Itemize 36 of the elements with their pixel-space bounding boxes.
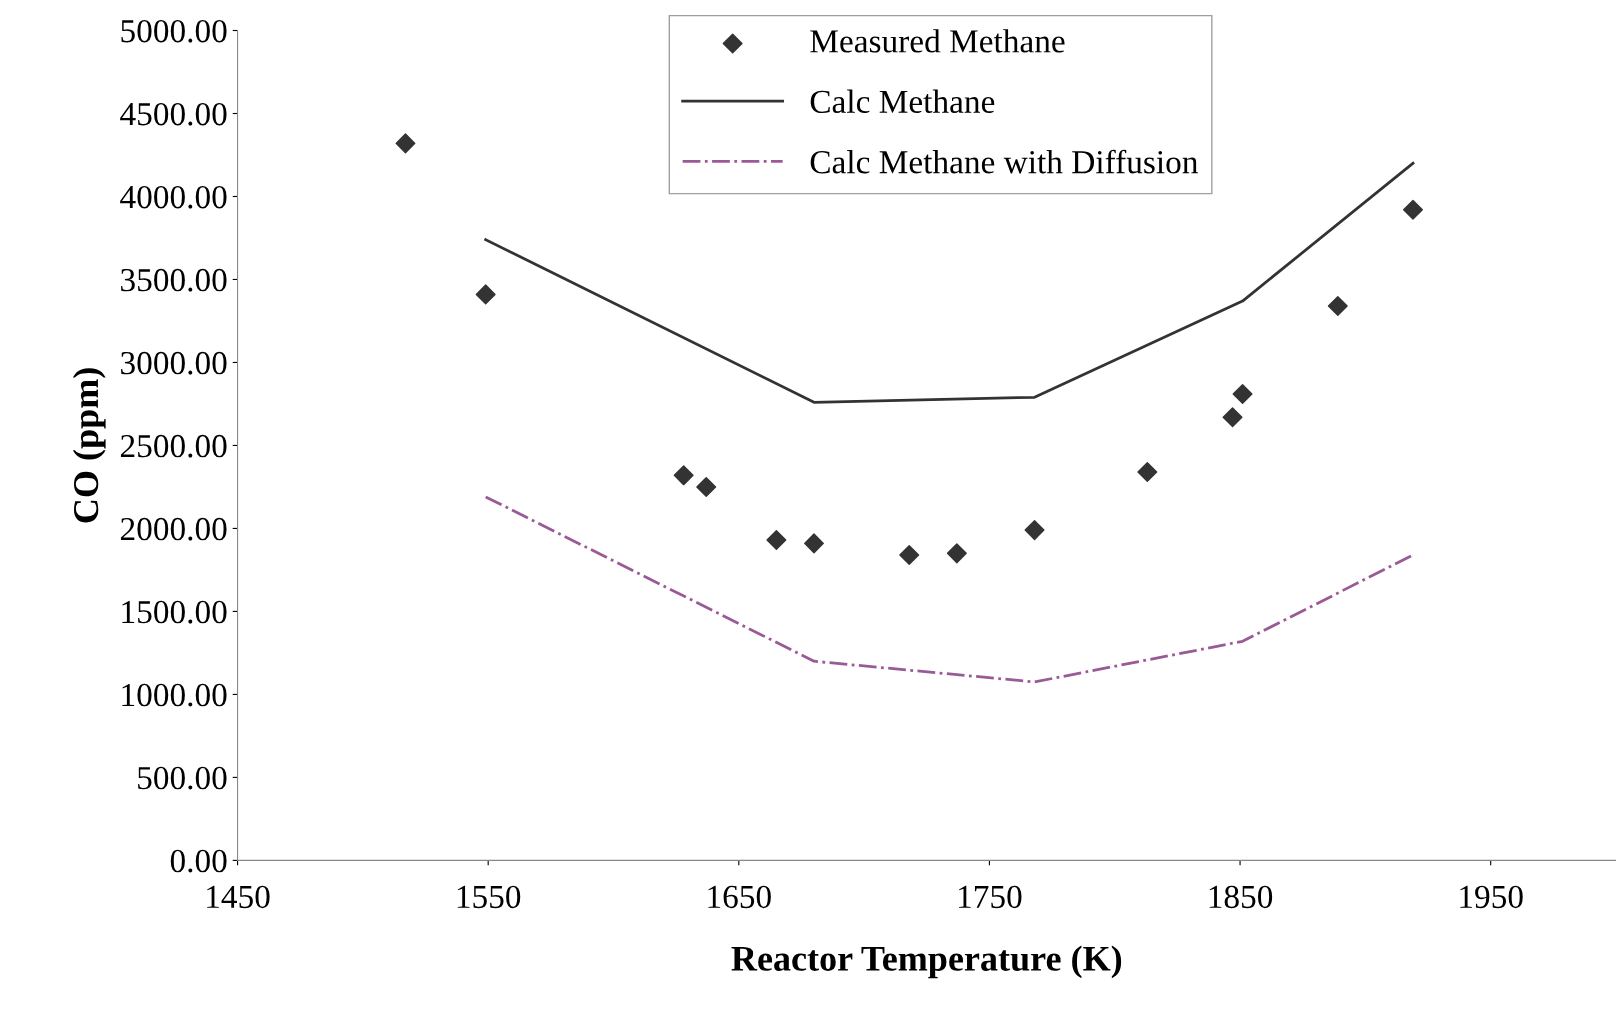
x-axis-title: Reactor Temperature (K) bbox=[731, 945, 1122, 979]
point bbox=[1024, 520, 1045, 541]
x-tick-label: 1450 bbox=[207, 885, 270, 909]
y-tick-label: 0.00 bbox=[170, 849, 227, 873]
y-tick-label: 2000.00 bbox=[120, 517, 227, 541]
y-tick-label: 3500.00 bbox=[121, 268, 227, 292]
x-tick-label: 1950 bbox=[1460, 885, 1523, 909]
point bbox=[1232, 383, 1253, 405]
point bbox=[696, 476, 717, 497]
y-tick-label: 5000.00 bbox=[121, 19, 227, 43]
point bbox=[475, 284, 496, 305]
y-tick-label: 500.00 bbox=[138, 766, 227, 790]
point bbox=[803, 533, 825, 554]
point bbox=[395, 133, 416, 154]
y-tick-label: 4000.00 bbox=[120, 185, 227, 209]
point bbox=[1402, 199, 1423, 220]
point bbox=[1327, 296, 1348, 317]
legend-label: Calc Methane with Diffusion bbox=[810, 149, 1198, 174]
point bbox=[899, 544, 920, 566]
point bbox=[1137, 461, 1158, 483]
point bbox=[673, 465, 694, 486]
y-tick-label: 1500.00 bbox=[122, 600, 227, 624]
point bbox=[1222, 407, 1243, 428]
y-tick-label: 4500.00 bbox=[120, 102, 227, 126]
point bbox=[766, 530, 787, 551]
x-tick-label: 1850 bbox=[1209, 885, 1273, 909]
legend-label: Calc Methane bbox=[810, 89, 995, 114]
x-tick-label: 1650 bbox=[708, 885, 771, 909]
x-tick-label: 1750 bbox=[959, 885, 1022, 909]
y-tick-label: 3000.00 bbox=[121, 351, 227, 375]
point bbox=[946, 543, 967, 564]
x-tick-label: 1550 bbox=[457, 885, 521, 909]
y-tick-label: 1000.00 bbox=[122, 683, 227, 707]
y-axis-title: CO (ppm) bbox=[72, 368, 106, 523]
legend-label: Measured Methane bbox=[810, 29, 1065, 53]
y-tick-label: 2500.00 bbox=[120, 434, 227, 458]
